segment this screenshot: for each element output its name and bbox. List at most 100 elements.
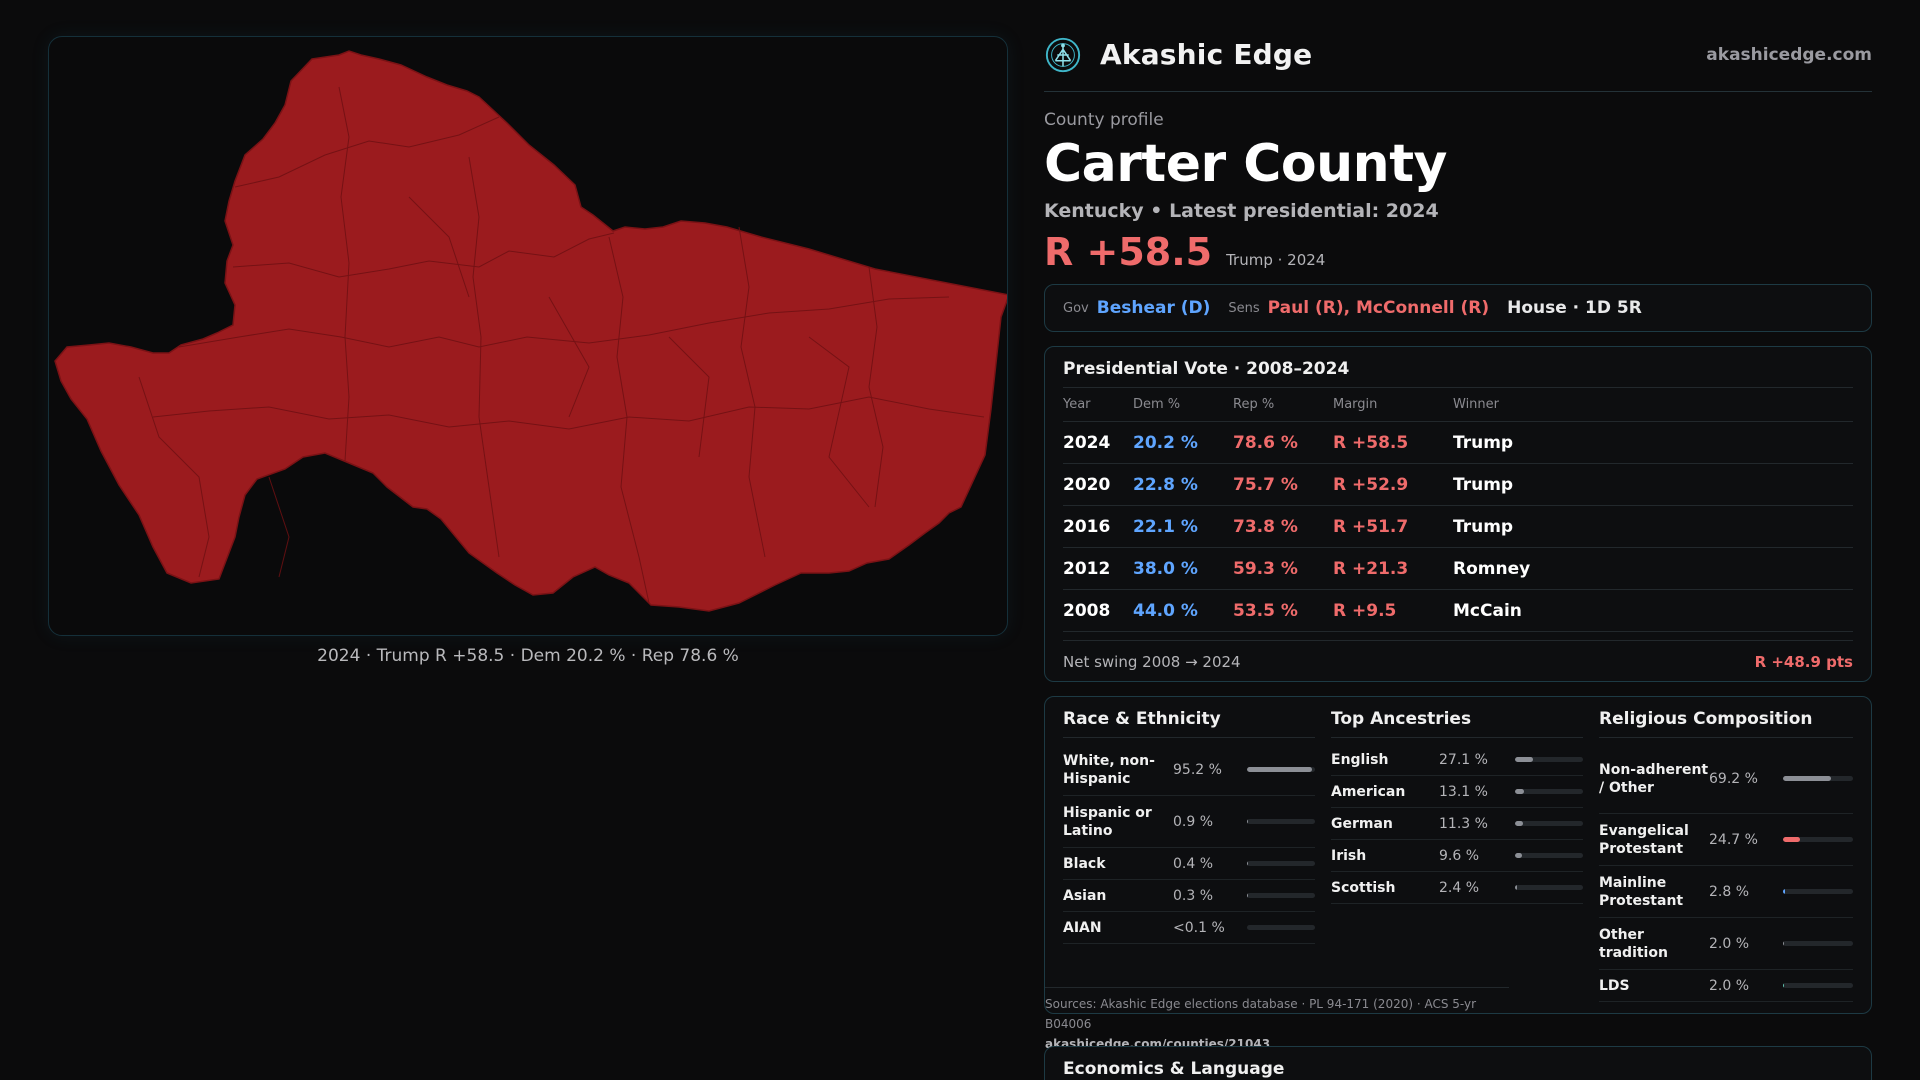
row-winner: Trump [1453, 432, 1514, 453]
row-year: 2012 [1063, 558, 1111, 579]
religion-bar-fill [1783, 983, 1785, 988]
margin-note: Trump · 2024 [1226, 251, 1326, 269]
religion-bar [1783, 889, 1853, 894]
county-outline [54, 50, 1007, 612]
economics-title: Economics & Language [1063, 1059, 1285, 1079]
ancestry-percent: 27.1 % [1439, 751, 1488, 768]
ancestry-label: English [1331, 751, 1389, 768]
row-winner: Trump [1453, 516, 1514, 537]
row-dem: 22.8 % [1133, 474, 1198, 495]
presidential-vote-title: Presidential Vote · 2008–2024 [1063, 359, 1853, 388]
row-dem: 38.0 % [1133, 558, 1198, 579]
ancestry-row: English 27.1 % [1331, 744, 1583, 776]
row-margin: R +51.7 [1333, 516, 1409, 537]
ancestry-bar [1515, 853, 1583, 858]
ancestry-bar [1515, 789, 1583, 794]
religion-percent: 24.7 % [1709, 831, 1758, 848]
race-label: Asian [1063, 887, 1107, 904]
ancestry-bar [1515, 821, 1583, 826]
page-title: Carter County [1044, 134, 1447, 194]
sources-text: Sources: Akashic Edge elections database… [1045, 997, 1477, 1031]
race-row: Black 0.4 % [1063, 848, 1315, 880]
header-margin: Margin [1333, 397, 1378, 412]
religion-percent: 2.0 % [1709, 935, 1750, 952]
religion-label: LDS [1599, 977, 1630, 994]
header-year: Year [1063, 397, 1091, 412]
page-subtitle: Kentucky • Latest presidential: 2024 [1044, 200, 1439, 222]
headline-margin: R +58.5 Trump · 2024 [1044, 230, 1872, 274]
religion-percent: 69.2 % [1709, 770, 1758, 787]
race-bar [1247, 767, 1315, 772]
row-margin: R +9.5 [1333, 600, 1397, 621]
race-bar [1247, 925, 1315, 930]
ancestry-bar [1515, 885, 1583, 890]
row-winner: McCain [1453, 600, 1522, 621]
row-margin: R +52.9 [1333, 474, 1409, 495]
religion-row: LDS 2.0 % [1599, 970, 1853, 1002]
religion-bar [1783, 776, 1853, 781]
presidential-vote-card: Presidential Vote · 2008–2024 Year Dem %… [1044, 346, 1872, 682]
ancestry-label: Irish [1331, 847, 1367, 864]
ancestry-row: American 13.1 % [1331, 776, 1583, 808]
religion-label: Other tradition [1599, 926, 1668, 961]
ancestry-percent: 11.3 % [1439, 815, 1488, 832]
brand-name[interactable]: Akashic Edge [1100, 38, 1313, 71]
ancestry-label: American [1331, 783, 1406, 800]
brand-url-link[interactable]: akashicedge.com [1706, 44, 1872, 65]
race-percent: <0.1 % [1173, 919, 1225, 936]
race-label: AIAN [1063, 919, 1102, 936]
religion-bar [1783, 837, 1853, 842]
ancestry-row: Irish 9.6 % [1331, 840, 1583, 872]
race-title: Race & Ethnicity [1063, 709, 1315, 738]
sources-footnote: Sources: Akashic Edge elections database… [1045, 987, 1509, 1054]
header-winner: Winner [1453, 397, 1500, 412]
religion-bar [1783, 941, 1853, 946]
county-map-svg [54, 50, 1007, 612]
religion-bar-fill [1783, 837, 1801, 842]
religion-row: Evangelical Protestant 24.7 % [1599, 814, 1853, 866]
row-dem: 22.1 % [1133, 516, 1198, 537]
race-percent: 95.2 % [1173, 761, 1222, 778]
header: Akashic Edge akashicedge.com [1044, 36, 1872, 92]
race-row: AIAN <0.1 % [1063, 912, 1315, 944]
county-map[interactable] [48, 36, 1008, 636]
ancestry-bar-fill [1515, 885, 1517, 890]
race-bar-fill [1247, 893, 1249, 898]
religion-percent: 2.0 % [1709, 977, 1750, 994]
net-swing: Net swing 2008 → 2024 R +48.9 pts [1063, 640, 1853, 682]
religion-bar-fill [1783, 941, 1785, 946]
table-row: 2024 20.2 % 78.6 % R +58.5 Trump [1063, 422, 1853, 464]
tree-of-life-icon[interactable] [1044, 36, 1082, 74]
table-row: 2008 44.0 % 53.5 % R +9.5 McCain [1063, 590, 1853, 632]
religion-label: Non-adherent / Other [1599, 761, 1709, 796]
religion-row: Other tradition 2.0 % [1599, 918, 1853, 970]
ancestry-row: Scottish 2.4 % [1331, 872, 1583, 904]
race-bar [1247, 861, 1315, 866]
precinct-boundaries [138, 86, 985, 604]
row-winner: Romney [1453, 558, 1531, 579]
row-dem: 44.0 % [1133, 600, 1198, 621]
religion-row: Non-adherent / Other 69.2 % [1599, 744, 1853, 814]
header-rep: Rep % [1233, 397, 1275, 412]
table-header: Year Dem % Rep % Margin Winner [1063, 388, 1853, 422]
gov-label: Gov [1063, 300, 1089, 316]
officials-card: Gov Beshear (D) Sens Paul (R), McConnell… [1044, 284, 1872, 332]
ancestry-bar-fill [1515, 821, 1523, 826]
senators-names: Paul (R), McConnell (R) [1267, 298, 1490, 318]
race-ethnicity-section: Race & Ethnicity White, non-Hispanic 95.2… [1063, 709, 1315, 1002]
ancestry-label: Scottish [1331, 879, 1396, 896]
row-margin: R +21.3 [1333, 558, 1409, 579]
margin-value: R +58.5 [1044, 230, 1213, 274]
table-row: 2016 22.1 % 73.8 % R +51.7 Trump [1063, 506, 1853, 548]
religion-section: Religious Composition Non-adherent / Oth… [1599, 709, 1853, 1002]
page-kicker: County profile [1044, 110, 1164, 130]
race-bar [1247, 819, 1315, 824]
ancestry-percent: 9.6 % [1439, 847, 1480, 864]
race-label: Black [1063, 855, 1106, 872]
religion-bar-fill [1783, 776, 1832, 781]
ancestries-section: Top Ancestries English 27.1 % American 13.1… [1331, 709, 1583, 1002]
religion-bar-fill [1783, 889, 1785, 894]
header-dem: Dem % [1133, 397, 1181, 412]
race-bar [1247, 893, 1315, 898]
race-percent: 0.3 % [1173, 887, 1214, 904]
